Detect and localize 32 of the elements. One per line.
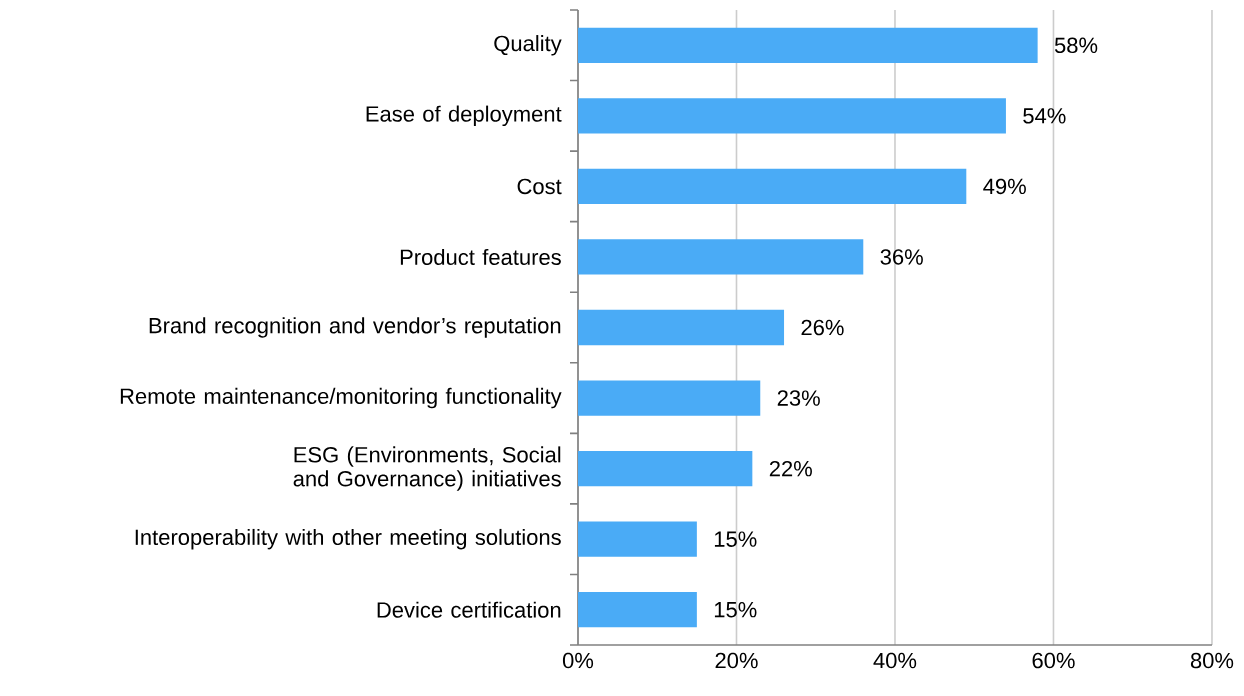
y-tick-label: Remote maintenance/monitoring functionality bbox=[120, 387, 562, 409]
y-tick-label: Brand recognition and vendor’s reputation bbox=[149, 317, 561, 338]
bar bbox=[578, 592, 697, 628]
data-label: 54% bbox=[1023, 108, 1066, 124]
x-tick-label: 40% bbox=[873, 652, 917, 669]
y-tick-label: Product features bbox=[400, 248, 561, 266]
data-label: 15% bbox=[714, 602, 757, 618]
y-tick-label: Ease of deployment bbox=[366, 105, 562, 127]
bar bbox=[578, 380, 761, 416]
data-label: 23% bbox=[777, 390, 820, 406]
bar bbox=[578, 521, 697, 557]
data-label: 49% bbox=[983, 178, 1026, 195]
x-tick-label: 60% bbox=[1032, 652, 1075, 669]
y-tick-label: ESG (Environments, Social and Governance) initiatives bbox=[293, 446, 561, 491]
bar bbox=[578, 450, 753, 487]
data-label: 58% bbox=[1054, 37, 1098, 54]
x-tick-label: 20% bbox=[715, 652, 758, 669]
bar bbox=[578, 309, 785, 346]
y-tick-label: Interoperability with other meeting solutions bbox=[135, 528, 561, 550]
bar bbox=[578, 98, 1006, 134]
data-label: 22% bbox=[769, 460, 812, 477]
data-label: 15% bbox=[714, 531, 757, 547]
y-tick-label: Device certification bbox=[377, 601, 561, 618]
bar bbox=[578, 27, 1038, 63]
y-tick-label: Quality bbox=[494, 35, 562, 56]
x-tick-label: 80% bbox=[1190, 652, 1234, 669]
bar bbox=[578, 239, 864, 275]
x-tick-label: 0% bbox=[562, 652, 594, 669]
data-label: 36% bbox=[880, 249, 923, 265]
y-tick-label: Cost bbox=[517, 178, 562, 195]
bar bbox=[578, 168, 967, 205]
data-label: 26% bbox=[801, 319, 844, 336]
